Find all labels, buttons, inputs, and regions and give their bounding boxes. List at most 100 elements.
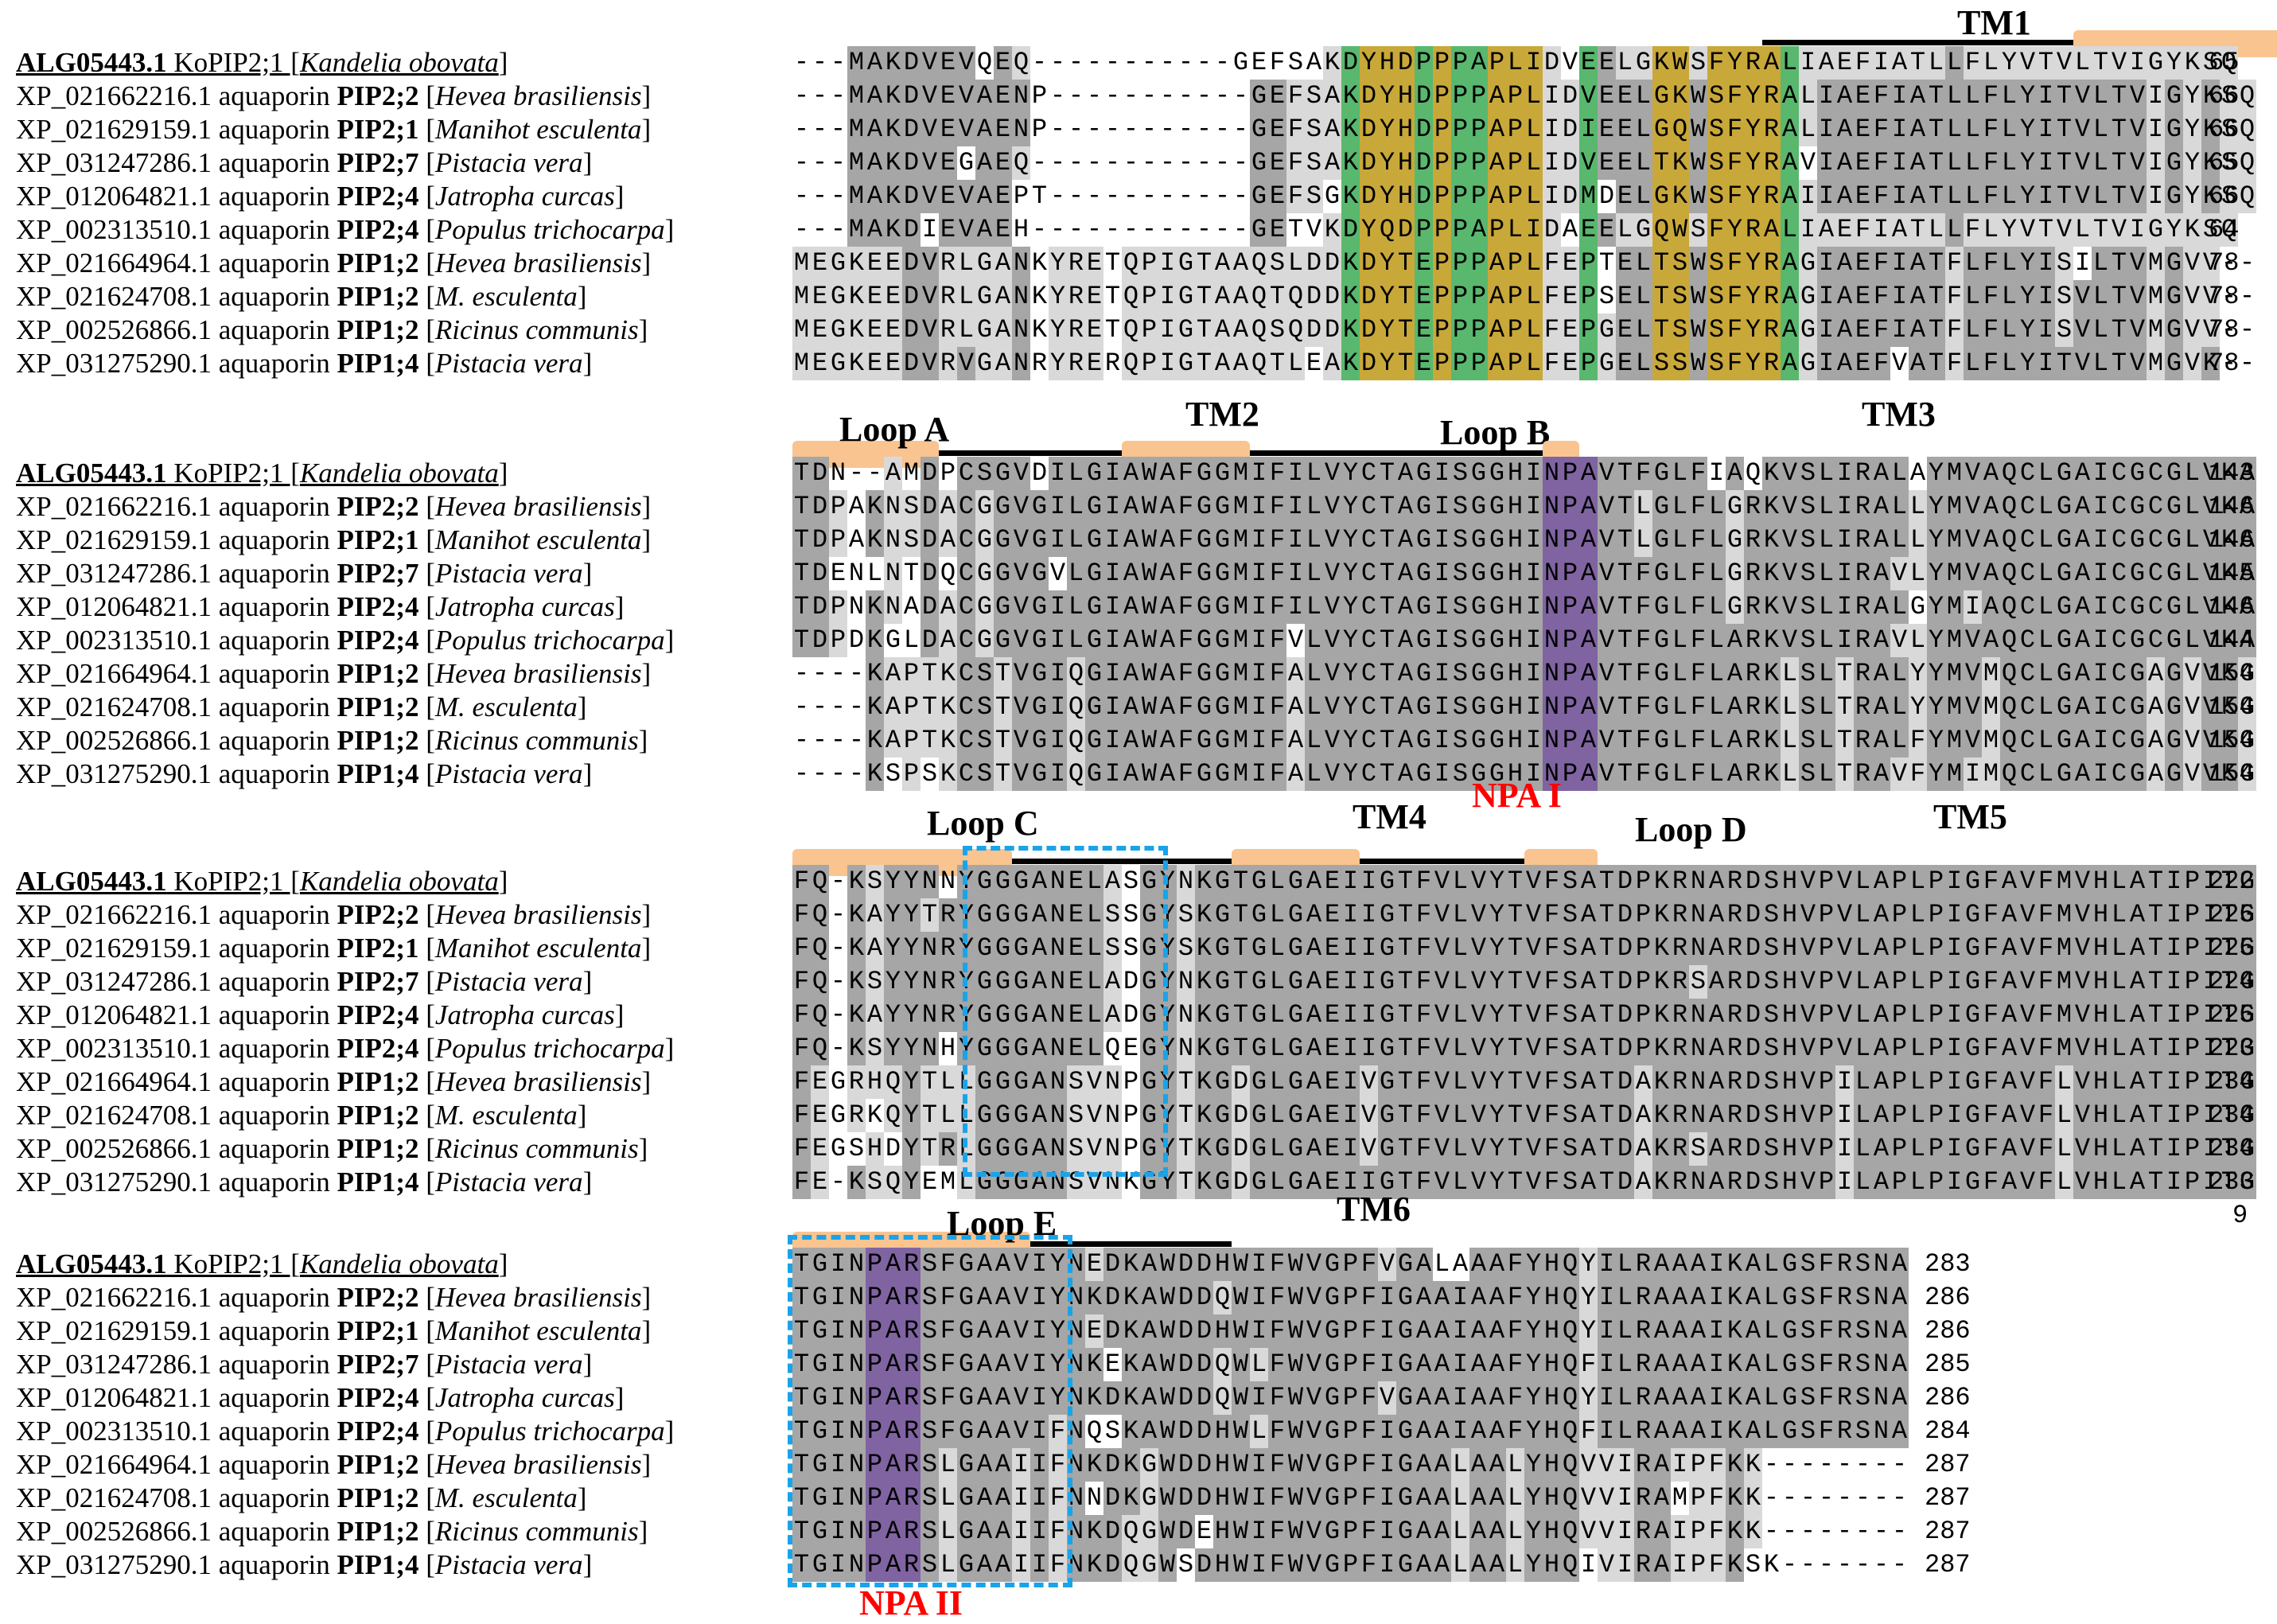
residue: D [1323, 247, 1341, 280]
residue: F [1689, 590, 1707, 624]
residue: I [1799, 213, 1817, 247]
residue: A [1158, 624, 1177, 657]
residue: A [884, 1348, 902, 1381]
residue: I [1378, 1448, 1396, 1482]
protein-name: PIP1;4 [337, 1549, 419, 1580]
residue: F [1964, 46, 1982, 80]
residue: G [2238, 757, 2256, 791]
residue: - [1891, 1550, 1908, 1579]
residue: I [1103, 757, 1122, 791]
species-name: Populus trichocarpa [434, 214, 665, 245]
residue: W [1140, 524, 1158, 557]
residue: D [1360, 146, 1378, 180]
residue: L [1909, 965, 1927, 999]
residue: V [2055, 46, 2073, 80]
residue: L [1268, 1032, 1286, 1065]
residue: D [1103, 1281, 1122, 1314]
residue: - [830, 215, 847, 244]
protein-name: PIP2;4 [337, 1033, 419, 1064]
residue: V [1378, 1248, 1396, 1281]
residue: K [847, 347, 866, 380]
residue: R [1762, 280, 1781, 314]
residue: A [1652, 1515, 1671, 1548]
residue: G [1781, 1281, 1799, 1314]
residue: G [2238, 1032, 2256, 1065]
residue: Y [1378, 280, 1396, 314]
residue: L [1634, 146, 1652, 180]
residue: H [1781, 1032, 1799, 1065]
residue: A [1652, 1448, 1671, 1482]
residue: F [1543, 898, 1561, 932]
residue: Y [2000, 213, 2018, 247]
residue: S [975, 757, 994, 791]
residue: G [1652, 691, 1671, 724]
residue: D [1177, 1482, 1195, 1515]
residue: V [1964, 557, 1982, 590]
residue: L [1909, 624, 1927, 657]
residue: S [921, 1248, 939, 1281]
residue: Y [2018, 146, 2037, 180]
accession: XP_031275290.1 [16, 758, 212, 789]
protein-name: PIP1;2 [337, 1133, 419, 1164]
residue: I [1341, 932, 1360, 965]
residue: E [884, 280, 902, 314]
residue: G [1415, 691, 1433, 724]
residue: V [1598, 624, 1616, 657]
residue: G [1140, 999, 1158, 1032]
residue: V [1305, 1482, 1323, 1515]
protein-name: PIP2;7 [337, 1349, 419, 1380]
residue: S [1707, 180, 1726, 213]
residue: F [1726, 247, 1744, 280]
residue: V [1835, 898, 1854, 932]
residue: D [1232, 1166, 1250, 1199]
residue: S [1762, 999, 1781, 1032]
residue: F [939, 1381, 957, 1415]
residue: V [2073, 180, 2092, 213]
residue: C [2018, 757, 2037, 791]
residue: G [2238, 657, 2256, 691]
residue: Y [1049, 347, 1067, 380]
residue: R [1744, 624, 1762, 657]
residue: A [1306, 48, 1322, 77]
residue: - [1855, 1450, 1871, 1479]
residue: E [1598, 146, 1616, 180]
residue: A [2238, 490, 2256, 524]
residue: T [2220, 865, 2238, 898]
residue: I [829, 1515, 847, 1548]
residue-count: 287 [1925, 1550, 1971, 1579]
residue: K [1652, 46, 1671, 80]
residue: I [829, 1415, 847, 1448]
residue: G [1396, 1281, 1415, 1314]
residue: L [1616, 1281, 1634, 1314]
residue: N [1049, 999, 1067, 1032]
residue: T [1232, 932, 1250, 965]
residue: V [1305, 1281, 1323, 1314]
residue: L [2000, 314, 2018, 347]
residue: T [1616, 557, 1634, 590]
residue: A [1305, 1166, 1323, 1199]
residue: V [1012, 657, 1030, 691]
residue: H [1213, 1248, 1232, 1281]
residue: R [1634, 1515, 1652, 1548]
residue: G [2238, 1132, 2256, 1166]
residue: I [1286, 590, 1305, 624]
residue: V [1598, 1448, 1616, 1482]
sequence-label: XP_021664964.1 aquaporin PIP1;2 [Hevea b… [16, 1448, 651, 1482]
accession: XP_021624708.1 [16, 1100, 212, 1131]
residue: - [1214, 115, 1231, 144]
residue: V [1469, 1132, 1488, 1166]
bracket-close: ] [641, 1066, 652, 1097]
residue: F [1506, 1248, 1524, 1281]
residue: A [1305, 865, 1323, 898]
residue: A [1488, 247, 1506, 280]
residue: L [1085, 1032, 1103, 1065]
residue: S [921, 759, 938, 789]
residue: L [1707, 657, 1726, 691]
residue: R [1854, 590, 1872, 624]
residue: S [1451, 490, 1469, 524]
residue: D [1103, 1482, 1122, 1515]
residue: I [1433, 557, 1451, 590]
residue: T [921, 1065, 939, 1099]
residue: K [1195, 1132, 1213, 1166]
residue: A [1744, 1248, 1762, 1281]
